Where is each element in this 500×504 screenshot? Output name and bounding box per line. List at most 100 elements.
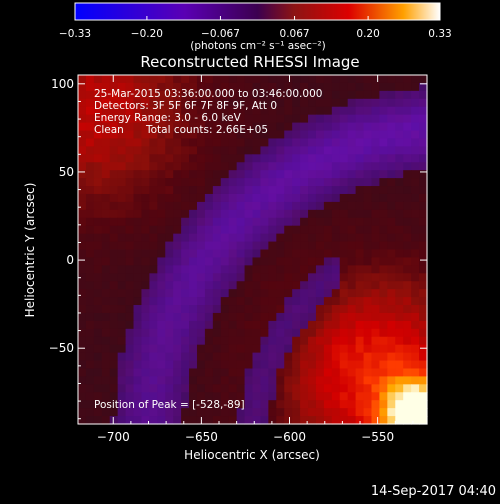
heatmap-cell <box>395 201 404 211</box>
heatmap-cell <box>125 344 135 354</box>
heatmap-cell <box>196 408 206 417</box>
heatmap-cell <box>189 178 198 187</box>
heatmap-cell <box>387 146 396 155</box>
heatmap-cell <box>347 328 357 338</box>
heatmap-cell <box>149 320 158 330</box>
heatmap-cell <box>149 217 158 227</box>
heatmap-cell <box>212 360 222 370</box>
heatmap-cell <box>85 209 95 219</box>
heatmap-cell <box>268 201 277 211</box>
heatmap-cell <box>157 186 166 195</box>
heatmap-cell <box>204 146 214 155</box>
heatmap-cell <box>260 106 269 116</box>
heatmap-cell <box>268 392 277 401</box>
heatmap-cell <box>125 400 135 409</box>
heatmap-cell <box>181 146 190 155</box>
heatmap-cell <box>419 170 428 179</box>
heatmap-cell <box>78 217 87 227</box>
heatmap-cell <box>93 384 103 393</box>
heatmap-cell <box>165 257 174 266</box>
heatmap-cell <box>395 106 404 116</box>
heatmap-cell <box>85 273 95 282</box>
heatmap-cell <box>300 90 309 100</box>
heatmap-cell <box>189 162 198 171</box>
heatmap-cell <box>228 217 238 227</box>
heatmap-cell <box>315 281 325 290</box>
heatmap-cell <box>212 368 222 378</box>
heatmap-cell <box>363 281 373 290</box>
heatmap-cell <box>189 416 198 425</box>
heatmap-cell <box>347 273 357 282</box>
heatmap-cell <box>109 162 119 171</box>
heatmap-cell <box>141 209 150 219</box>
heatmap-cell <box>101 114 111 124</box>
heatmap-cell <box>117 122 127 132</box>
heatmap-cell <box>189 130 198 140</box>
heatmap-cell <box>189 265 198 274</box>
heatmap-cell <box>173 225 182 235</box>
heatmap-cell <box>93 328 103 338</box>
heatmap-cell <box>181 305 190 314</box>
heatmap-cell <box>133 257 143 266</box>
heatmap-cell <box>252 376 262 385</box>
heatmap-cell <box>141 320 150 330</box>
heatmap-cell <box>371 408 381 417</box>
heatmap-cell <box>157 225 166 235</box>
heatmap-cell <box>117 249 127 259</box>
heatmap-cell <box>371 360 381 370</box>
heatmap-cell <box>173 146 182 155</box>
heatmap-cell <box>339 257 349 266</box>
heatmap-cell <box>419 265 428 274</box>
heatmap-cell <box>403 376 412 385</box>
heatmap-cell <box>292 408 301 417</box>
heatmap-cell <box>300 146 309 155</box>
heatmap-cell <box>236 249 246 259</box>
heatmap-cell <box>284 106 293 116</box>
heatmap-cell <box>308 178 317 187</box>
heatmap-cell <box>244 416 254 425</box>
heatmap-cell <box>315 241 325 251</box>
heatmap-cell <box>323 233 333 243</box>
heatmap-cell <box>371 281 381 290</box>
heatmap-cell <box>85 178 95 187</box>
heatmap-cell <box>300 297 309 306</box>
heatmap-cell <box>220 416 230 425</box>
heatmap-cell <box>323 209 333 219</box>
heatmap-cell <box>347 217 357 227</box>
heatmap-cell <box>339 217 349 227</box>
heatmap-cell <box>387 138 396 147</box>
heatmap-cell <box>252 233 262 243</box>
heatmap-cell <box>244 312 254 322</box>
heatmap-cell <box>355 106 365 116</box>
heatmap-cell <box>109 146 119 155</box>
heatmap-cell <box>347 400 357 409</box>
heatmap-cell <box>228 209 238 219</box>
heatmap-cell <box>133 114 143 124</box>
heatmap-cell <box>323 273 333 282</box>
heatmap-cell <box>109 257 119 266</box>
heatmap-cell <box>339 193 349 203</box>
heatmap-cell <box>165 376 174 385</box>
heatmap-cell <box>419 186 428 195</box>
heatmap-cell <box>228 400 238 409</box>
heatmap-cell <box>133 392 143 401</box>
heatmap-cell <box>109 138 119 147</box>
x-tick-label: −700 <box>97 430 130 444</box>
heatmap-cell <box>308 201 317 211</box>
heatmap-cell <box>347 305 357 314</box>
heatmap-cell <box>395 162 404 171</box>
heatmap-cell <box>379 392 388 401</box>
heatmap-cell <box>181 178 190 187</box>
heatmap-cell <box>133 209 143 219</box>
heatmap-cell <box>292 154 301 163</box>
heatmap-cell <box>117 217 127 227</box>
heatmap-cell <box>315 320 325 330</box>
colorbar-tick-label: −0.067 <box>201 28 240 40</box>
heatmap-cell <box>141 114 150 124</box>
heatmap-cell <box>78 209 87 219</box>
heatmap-cell <box>204 281 214 290</box>
heatmap-cell <box>125 312 135 322</box>
heatmap-cell <box>125 75 135 84</box>
heatmap-cell <box>355 90 365 100</box>
heatmap-cell <box>276 289 285 298</box>
